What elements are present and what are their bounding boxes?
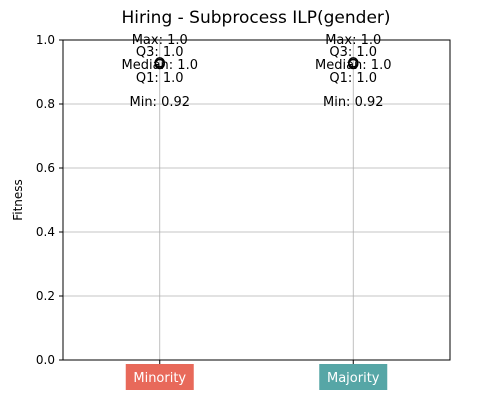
y-tick-label: 0.8 (36, 97, 55, 111)
y-tick-label: 0.2 (36, 289, 55, 303)
annotation-q3: Q3: 1.0 (329, 45, 377, 60)
category-label-majority: Majority (327, 371, 380, 386)
y-tick-label: 1.0 (36, 33, 55, 47)
category-label-minority: Minority (133, 371, 186, 386)
annotation-q1: Q1: 1.0 (329, 71, 377, 86)
y-tick-label: 0.6 (36, 161, 55, 175)
y-tick-label: 0.4 (36, 225, 55, 239)
annotation-min: Min: 0.92 (323, 95, 384, 110)
grid-layer (63, 39, 450, 361)
axis-layer: 0.0 0.2 0.4 0.6 0.8 1.0 Minority Majority (36, 33, 388, 390)
category-badge (319, 364, 388, 390)
outlier-point (154, 58, 165, 70)
annotation-q1: Q1: 1.0 (136, 71, 184, 86)
outlier-point (348, 58, 359, 70)
category-badge (125, 364, 194, 390)
y-axis-label: Fitness (11, 179, 25, 221)
annotation-median: Median: 1.0 (122, 58, 198, 73)
y-tick-label: 0.0 (36, 353, 55, 367)
annotation-min: Min: 0.92 (129, 95, 190, 110)
chart-title: Hiring - Subprocess ILP(gender) (121, 8, 390, 28)
annotation-median: Median: 1.0 (315, 58, 391, 73)
annotation-q3: Q3: 1.0 (136, 45, 184, 60)
plot-frame (62, 39, 451, 361)
